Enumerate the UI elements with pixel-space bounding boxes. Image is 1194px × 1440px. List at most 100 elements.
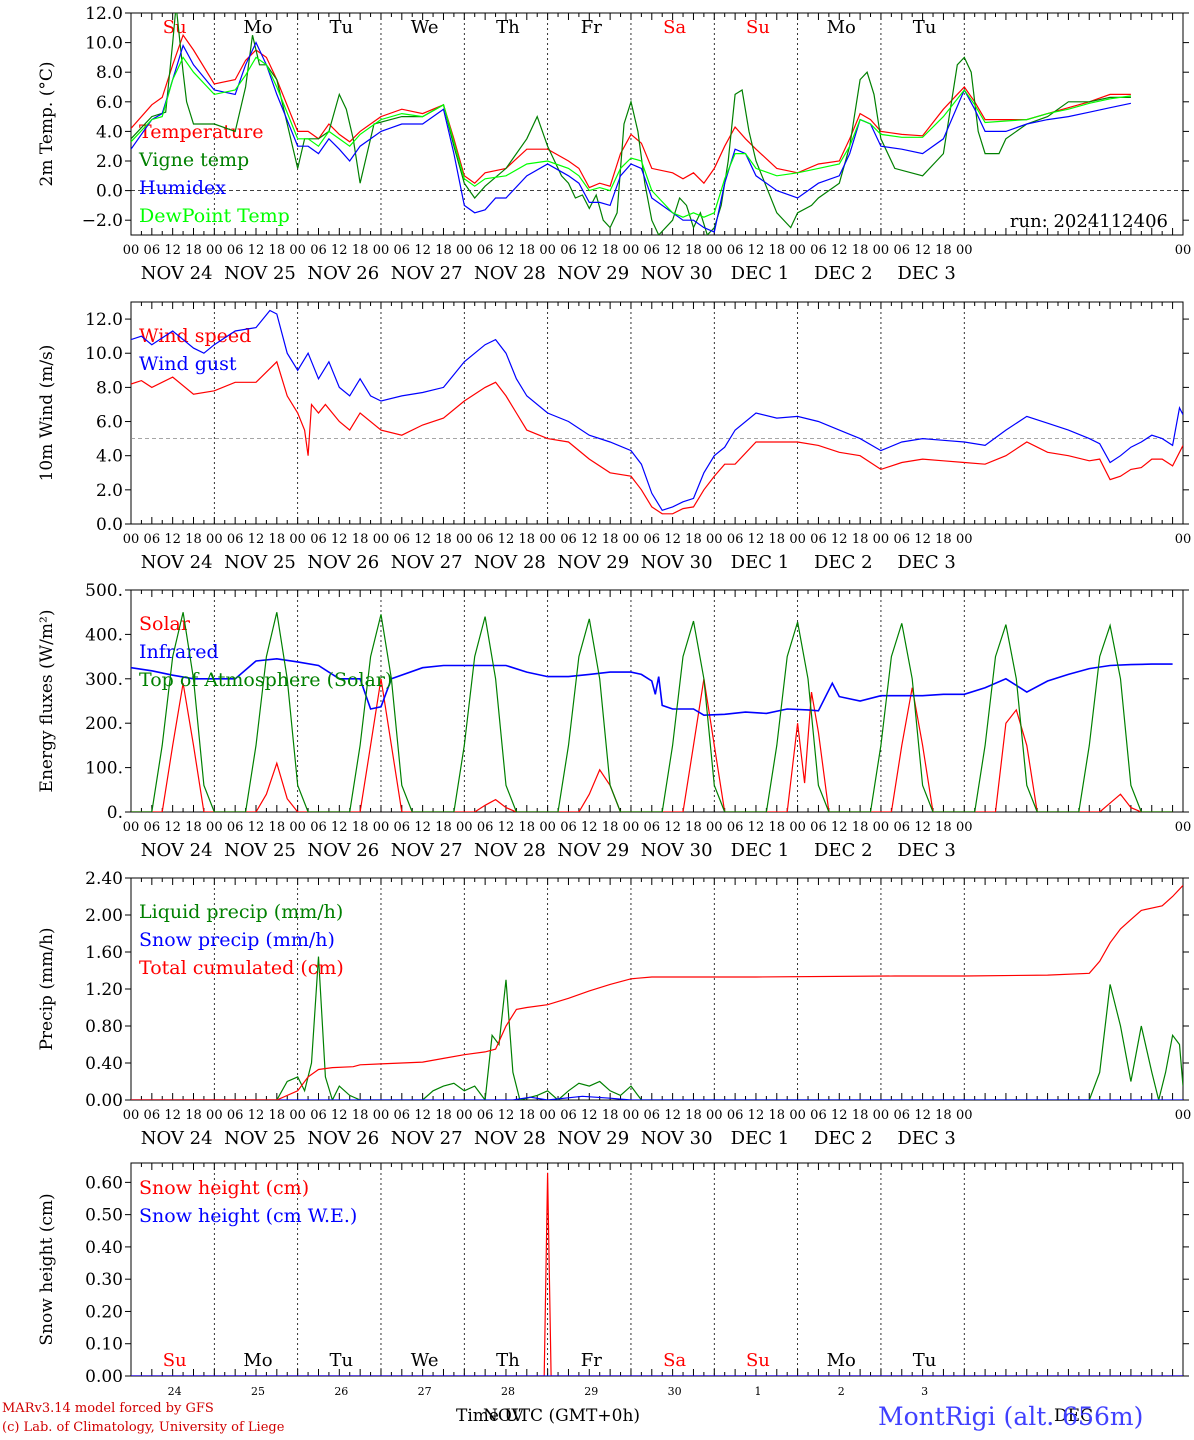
x-hour-label: 00 [289,243,306,258]
x-date-label: DEC 2 [814,263,873,284]
y-axis-label: Energy fluxes (W/m²) [37,610,57,793]
x-date-label: NOV 24 [141,1128,213,1149]
x-hour-label: 12 [581,1108,598,1123]
x-hour-label: 00 [623,1108,640,1123]
x-hour-label: 18 [935,1108,952,1123]
x-hour-label: 18 [685,820,702,835]
y-tick-label: 1.60 [85,943,123,963]
x-hour-label: 06 [644,532,661,547]
y-tick-label: 12.0 [85,310,123,330]
x-hour-label: 18 [185,820,202,835]
x-hour-label: 00 [873,1108,890,1123]
x-hour-label: 00 [623,243,640,258]
legend-entry: DewPoint Temp [139,205,290,227]
x-hour-label: 00 [373,820,390,835]
legend-entry: Top of Atmosphere (Solar) [139,669,392,691]
x-date-label: DEC 1 [731,840,790,861]
day-name-label: Mo [243,17,272,38]
x-hour-label: 12 [664,532,681,547]
y-axis-label: Snow height (cm) [37,1193,57,1345]
x-hour-label: 00 [373,532,390,547]
x-hour-label: 18 [519,1108,536,1123]
day-number-label: 1 [754,1385,761,1398]
y-tick-label: 2.00 [85,906,123,926]
y-tick-label: 0.00 [85,1091,123,1111]
x-hour-label: 12 [664,243,681,258]
x-hour-label: 18 [935,820,952,835]
x-date-label: NOV 29 [557,263,629,284]
x-hour-label: 12 [498,1108,515,1123]
x-hour-label: 06 [727,243,744,258]
day-number-label: 24 [168,1385,182,1398]
y-tick-label: 0.10 [85,1335,123,1355]
x-hour-label: 00 [539,820,556,835]
x-hour-label: 06 [477,1108,494,1123]
x-hour-label: 18 [519,243,536,258]
x-hour-label: 06 [644,243,661,258]
x-hour-label: 06 [477,532,494,547]
x-hour-label: 00 [539,532,556,547]
x-date-label: NOV 25 [224,840,296,861]
x-hour-label: 06 [727,1108,744,1123]
x-hour-label: 00 [706,532,723,547]
y-tick-label: 0.40 [85,1238,123,1258]
y-tick-label: 200. [85,714,123,734]
panel-1: 12.0 10.0 8.0 6.0 4.0 2.0 0.0 −2.0 2m Temp. (°C)… [37,4,1191,284]
x-hour-label: 18 [769,532,786,547]
day-number-label: 25 [251,1385,265,1398]
x-date-label: NOV 30 [641,552,713,573]
x-hour-label: 00 [123,1108,140,1123]
day-name-label: Tu [330,17,354,38]
x-date-label: DEC 1 [731,263,790,284]
x-hour-label: 06 [810,820,827,835]
x-hour-label: 06 [893,243,910,258]
x-date-label: NOV 24 [141,552,213,573]
x-hour-label: 00 [123,532,140,547]
x-hour-label: 06 [477,820,494,835]
x-hour-label: 18 [602,243,619,258]
y-axis-label: 2m Temp. (°C) [37,61,57,186]
x-hour-label: 12 [748,1108,765,1123]
x-hour-label: 12 [248,1108,265,1123]
x-date-label: NOV 30 [641,840,713,861]
x-hour-label: 06 [477,243,494,258]
x-hour-label: 06 [394,820,411,835]
series-line [131,678,1173,812]
x-hour-label: 18 [435,820,452,835]
x-date-label: DEC 1 [731,1128,790,1149]
x-hour-label: 18 [352,243,369,258]
x-hour-label: 18 [269,243,286,258]
x-date-label: NOV 28 [474,840,546,861]
day-number-label: 27 [418,1385,432,1398]
legend-entry: Snow precip (mm/h) [139,929,335,951]
x-hour-label: 06 [727,532,744,547]
x-hour-label: 00 [623,820,640,835]
x-hour-label: 12 [831,243,848,258]
x-hour-label: 00 [1175,532,1192,547]
x-hour-label: 18 [269,820,286,835]
x-hour-label: 18 [769,820,786,835]
x-hour-label: 00 [623,532,640,547]
legend-entry: Humidex [139,177,226,199]
x-hour-label: 18 [852,532,869,547]
x-hour-label: 18 [435,1108,452,1123]
y-tick-label: 0.80 [85,1017,123,1037]
x-hour-label: 18 [602,820,619,835]
y-axis-label: 10m Wind (m/s) [37,345,57,482]
x-date-label: NOV 30 [641,1128,713,1149]
y-tick-label: −2.0 [82,211,123,231]
x-hour-label: 06 [227,1108,244,1123]
x-date-label: NOV 29 [557,552,629,573]
x-hour-label: 06 [394,1108,411,1123]
x-hour-label: 00 [956,532,973,547]
x-hour-label: 18 [435,532,452,547]
x-date-label: NOV 27 [391,263,463,284]
legend-entry: Wind gust [139,353,237,375]
x-hour-label: 12 [164,243,181,258]
panel-frame [130,12,1184,236]
y-tick-label: 8.0 [96,378,123,398]
x-hour-label: 06 [310,820,327,835]
x-hour-label: 06 [310,1108,327,1123]
x-hour-label: 12 [414,1108,431,1123]
